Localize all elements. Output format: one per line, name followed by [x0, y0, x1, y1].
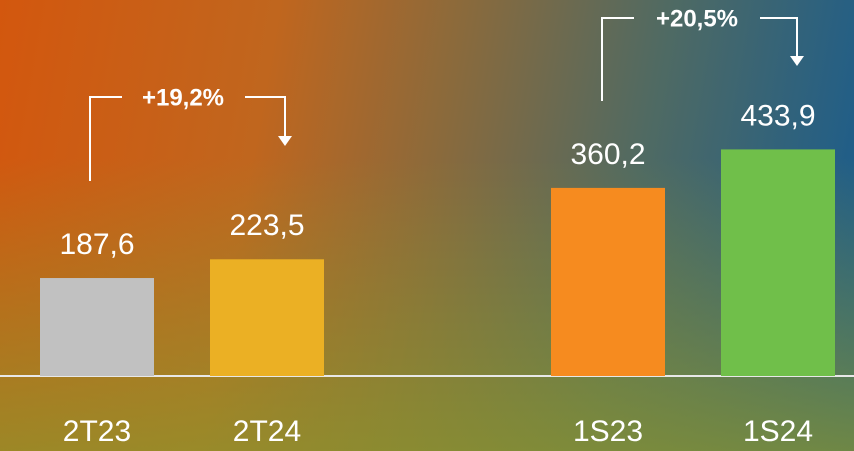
x-tick-label: 2T24 — [233, 415, 301, 448]
bar — [551, 187, 665, 376]
x-tick-label: 1S24 — [743, 415, 813, 448]
bar — [210, 259, 324, 376]
value-label: 187,6 — [59, 228, 134, 261]
bar — [721, 149, 835, 376]
bar — [40, 278, 154, 376]
bracket — [89, 96, 286, 181]
value-label: 360,2 — [570, 138, 645, 171]
value-label: 223,5 — [229, 209, 304, 242]
growth-annotation: +19,2% — [142, 84, 224, 111]
bracket — [601, 17, 798, 101]
x-tick-label: 2T23 — [63, 415, 131, 448]
growth-annotation: +20,5% — [656, 5, 738, 32]
arrow-head — [278, 136, 292, 146]
x-tick-label: 1S23 — [573, 415, 643, 448]
arrow-head — [790, 56, 804, 66]
value-label: 433,9 — [740, 99, 815, 132]
